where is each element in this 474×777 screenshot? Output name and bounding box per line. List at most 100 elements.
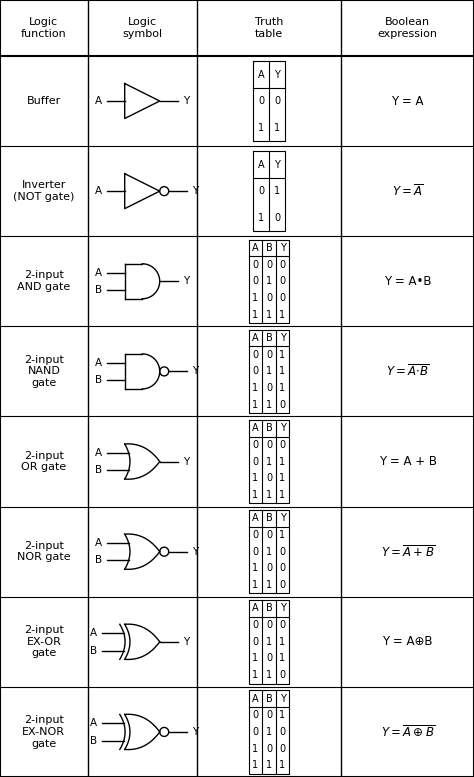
Text: 0: 0 — [280, 671, 285, 680]
Text: 1: 1 — [253, 653, 258, 664]
Text: 1: 1 — [280, 530, 285, 540]
Text: 0: 0 — [266, 653, 272, 664]
Text: A: A — [252, 604, 259, 613]
Text: 0: 0 — [274, 213, 280, 223]
Text: 1: 1 — [266, 457, 272, 466]
Text: 0: 0 — [280, 563, 285, 573]
Text: A: A — [90, 628, 97, 638]
Text: B: B — [265, 333, 273, 343]
Text: 0: 0 — [280, 620, 285, 630]
Text: 0: 0 — [253, 367, 258, 376]
Text: Y: Y — [274, 69, 280, 79]
Text: 0: 0 — [266, 563, 272, 573]
Text: 1: 1 — [280, 637, 285, 646]
Text: A: A — [95, 267, 102, 277]
Text: Y: Y — [182, 96, 189, 106]
Text: 1: 1 — [280, 761, 285, 770]
Text: 1: 1 — [258, 123, 264, 133]
Text: 0: 0 — [266, 710, 272, 720]
Text: Y: Y — [280, 604, 285, 613]
Text: A: A — [252, 514, 259, 523]
Text: 1: 1 — [253, 490, 258, 500]
Text: Truth
table: Truth table — [255, 17, 283, 39]
Text: 0: 0 — [280, 727, 285, 737]
Text: Y = A + B: Y = A + B — [379, 455, 437, 468]
Text: 1: 1 — [258, 213, 264, 223]
Text: Logic
function: Logic function — [21, 17, 67, 39]
Text: A: A — [252, 694, 259, 703]
Text: Y: Y — [191, 186, 198, 196]
Text: 1: 1 — [253, 473, 258, 483]
Text: A: A — [95, 448, 102, 458]
Text: 2-input
EX-OR
gate: 2-input EX-OR gate — [24, 625, 64, 658]
Text: 0: 0 — [266, 744, 272, 754]
Text: $Y = \overline{A + B}$: $Y = \overline{A + B}$ — [381, 544, 435, 559]
Text: Y: Y — [280, 333, 285, 343]
Text: 0: 0 — [253, 637, 258, 646]
Text: 0: 0 — [280, 744, 285, 754]
Text: 1: 1 — [266, 761, 272, 770]
Text: Buffer: Buffer — [27, 96, 61, 106]
Text: 1: 1 — [253, 761, 258, 770]
Text: 1: 1 — [280, 383, 285, 393]
Text: 0: 0 — [266, 473, 272, 483]
Text: A: A — [252, 333, 259, 343]
Text: 0: 0 — [253, 710, 258, 720]
Text: Y = A: Y = A — [392, 95, 424, 107]
Text: 1: 1 — [266, 490, 272, 500]
Text: 0: 0 — [280, 260, 285, 270]
Text: 0: 0 — [280, 580, 285, 590]
Text: 1: 1 — [280, 473, 285, 483]
Text: 1: 1 — [253, 293, 258, 303]
Text: 1: 1 — [266, 310, 272, 319]
Text: B: B — [90, 646, 97, 656]
Text: 1: 1 — [280, 653, 285, 664]
Text: 0: 0 — [258, 96, 264, 106]
Text: 0: 0 — [253, 457, 258, 466]
Text: B: B — [95, 375, 102, 385]
Text: B: B — [90, 736, 97, 746]
Text: A: A — [90, 718, 97, 728]
Text: 1: 1 — [266, 637, 272, 646]
Text: B: B — [265, 514, 273, 523]
Text: 1: 1 — [253, 400, 258, 409]
Text: 0: 0 — [258, 186, 264, 196]
Text: $Y = \overline{A{\cdot}B}$: $Y = \overline{A{\cdot}B}$ — [386, 364, 429, 379]
Text: 0: 0 — [253, 547, 258, 556]
Text: B: B — [265, 243, 273, 253]
Text: A: A — [95, 357, 102, 368]
Text: Y: Y — [191, 367, 198, 376]
Text: 1: 1 — [266, 671, 272, 680]
Text: A: A — [252, 243, 259, 253]
Text: B: B — [265, 423, 273, 433]
Text: 1: 1 — [253, 744, 258, 754]
Text: B: B — [265, 604, 273, 613]
Text: 0: 0 — [274, 96, 280, 106]
Text: 0: 0 — [266, 383, 272, 393]
Text: 1: 1 — [266, 400, 272, 409]
Text: 0: 0 — [266, 350, 272, 360]
Text: Y: Y — [280, 514, 285, 523]
Text: Y: Y — [280, 243, 285, 253]
Text: 0: 0 — [280, 277, 285, 286]
Text: 0: 0 — [280, 547, 285, 556]
Text: Y: Y — [280, 694, 285, 703]
Text: B: B — [95, 556, 102, 566]
Text: 1: 1 — [266, 547, 272, 556]
Text: 2-input
AND gate: 2-input AND gate — [17, 270, 71, 292]
Text: 0: 0 — [280, 440, 285, 450]
Text: 1: 1 — [280, 457, 285, 466]
Text: 1: 1 — [266, 277, 272, 286]
Text: Y: Y — [274, 159, 280, 169]
Text: 0: 0 — [253, 260, 258, 270]
Text: Y: Y — [280, 423, 285, 433]
Text: 1: 1 — [280, 367, 285, 376]
Text: Y: Y — [191, 727, 198, 737]
Text: A: A — [258, 69, 264, 79]
Text: Inverter
(NOT gate): Inverter (NOT gate) — [13, 180, 74, 202]
Text: 1: 1 — [266, 580, 272, 590]
Text: 0: 0 — [253, 350, 258, 360]
Text: 1: 1 — [280, 350, 285, 360]
Text: 0: 0 — [266, 620, 272, 630]
Text: 2-input
EX-NOR
gate: 2-input EX-NOR gate — [22, 716, 65, 748]
